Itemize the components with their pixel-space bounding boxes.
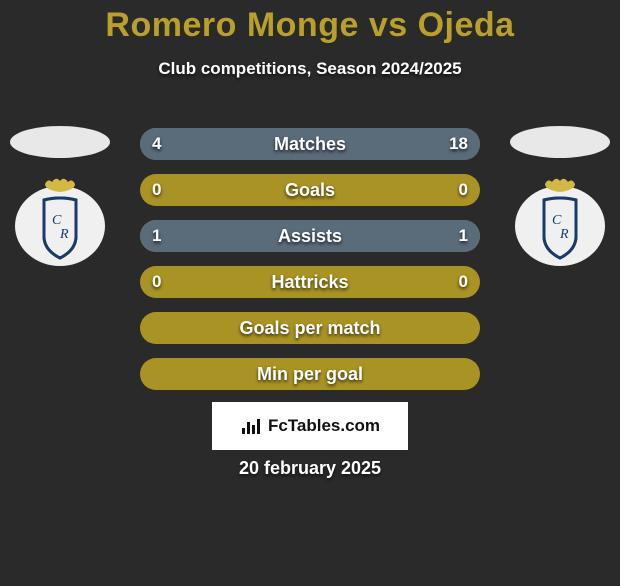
comparison-subtitle: Club competitions, Season 2024/2025 (0, 59, 620, 79)
stat-value-left: 0 (140, 266, 173, 298)
stat-label: Goals per match (140, 312, 480, 344)
comparison-title: Romero Monge vs Ojeda (0, 6, 620, 45)
svg-text:R: R (559, 227, 569, 242)
stat-label: Hattricks (140, 266, 480, 298)
stat-row: Matches4 18 (140, 128, 480, 160)
stat-row: Min per goal (140, 358, 480, 390)
stat-value-right: 18 (437, 128, 480, 160)
stat-row: Hattricks0 0 (140, 266, 480, 298)
stat-label: Min per goal (140, 358, 480, 390)
brand-icon (240, 416, 262, 436)
player-right-badge-area: C R (500, 126, 620, 266)
player-right-ellipse (510, 126, 610, 158)
stat-value-left: 1 (140, 220, 173, 252)
stat-label: Matches (140, 128, 480, 160)
club-badge-right: C R (510, 176, 610, 266)
stat-row: Goals per match (140, 312, 480, 344)
player-left-badge-area: C R (0, 126, 120, 266)
stat-label: Goals (140, 174, 480, 206)
svg-text:C: C (52, 213, 62, 228)
stat-row: Assists1 1 (140, 220, 480, 252)
stat-row: Goals0 0 (140, 174, 480, 206)
svg-text:C: C (552, 213, 562, 228)
stat-value-left: 4 (140, 128, 173, 160)
date-text: 20 february 2025 (0, 458, 620, 479)
svg-text:R: R (59, 227, 69, 242)
stat-label: Assists (140, 220, 480, 252)
player-left-ellipse (10, 126, 110, 158)
brand-text: FcTables.com (268, 416, 380, 436)
comparison-bars: Matches418Goals00Assists11Hattricks00Goa… (140, 128, 480, 404)
stat-value-right: 0 (447, 266, 480, 298)
stat-value-right: 0 (447, 174, 480, 206)
stat-value-right: 1 (447, 220, 480, 252)
brand-box: FcTables.com (212, 402, 408, 450)
club-badge-left: C R (10, 176, 110, 266)
stat-value-left: 0 (140, 174, 173, 206)
